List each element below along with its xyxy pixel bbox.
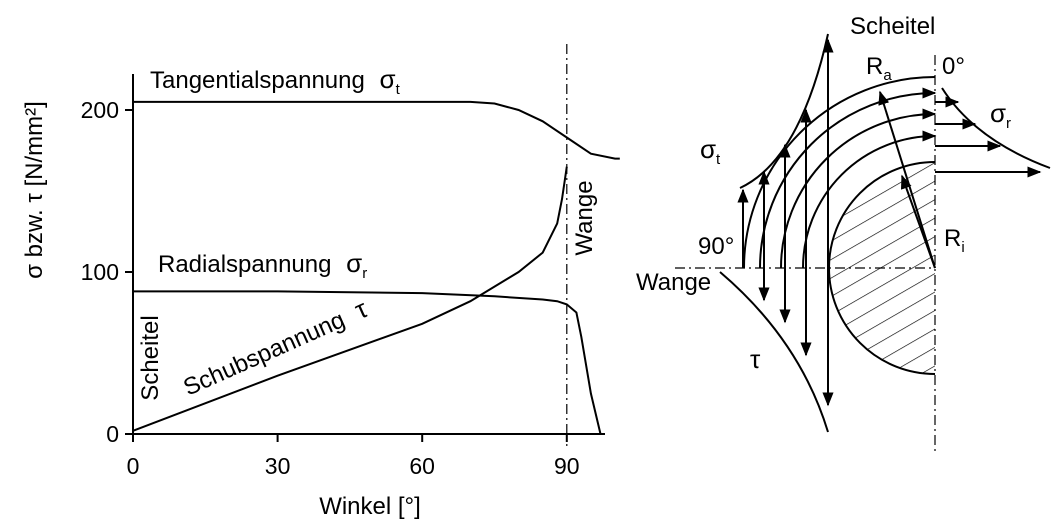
series-label-schub: Schubspannung τ: [178, 293, 372, 401]
series-line-radialspannung: [133, 290, 602, 435]
x-tick-label: 90: [554, 453, 580, 479]
y-tick-label: 100: [81, 259, 119, 285]
tau-label: τ: [750, 344, 761, 374]
scheitel-label: Scheitel: [137, 315, 164, 400]
sigma-r-label: σr: [990, 98, 1011, 132]
ri-label: Ri: [944, 225, 965, 256]
ri-arrow: [900, 174, 936, 269]
series-label-radial: Radialspannung σr: [158, 248, 367, 282]
scheitel-top-label: Scheitel: [850, 13, 935, 40]
bend-stress-diagram: Scheitel 0° 90° Wange Ra Ri σt σr τ: [636, 13, 1051, 455]
angle-0-label: 0°: [942, 53, 965, 80]
y-tick-label: 0: [106, 421, 119, 447]
tau-envelope-lower: [719, 271, 829, 433]
x-axis-label: Winkel [°]: [319, 493, 421, 520]
arc-4: [743, 76, 936, 269]
sigma-t-label: σt: [700, 134, 721, 168]
y-axis-label: σ bzw. τ [N/mm²]: [21, 101, 48, 279]
wange-label: Wange: [571, 180, 598, 255]
series-line-tangentialspannung: [133, 100, 620, 160]
tau-envelope-upper: [739, 33, 829, 189]
series-line-schubspannung: [132, 166, 568, 432]
series-label-tangential: Tangentialspannung σt: [150, 64, 401, 98]
stress-chart: 0 100 200 0 30 60 90 Winkel [°] σ bzw. τ [N/m…: [21, 44, 620, 520]
angle-90-label: 90°: [698, 233, 734, 260]
ra-label: Ra: [866, 53, 892, 84]
x-tick-label: 60: [409, 453, 435, 479]
sigma-r-envelope: [941, 87, 1051, 169]
x-tick-label: 30: [265, 453, 291, 479]
y-ticks: 0 100 200: [81, 97, 133, 447]
x-ticks: 0 30 60 90: [127, 434, 580, 479]
x-tick-label: 0: [127, 453, 140, 479]
y-tick-label: 200: [81, 97, 119, 123]
wange-side-label: Wange: [636, 269, 711, 296]
